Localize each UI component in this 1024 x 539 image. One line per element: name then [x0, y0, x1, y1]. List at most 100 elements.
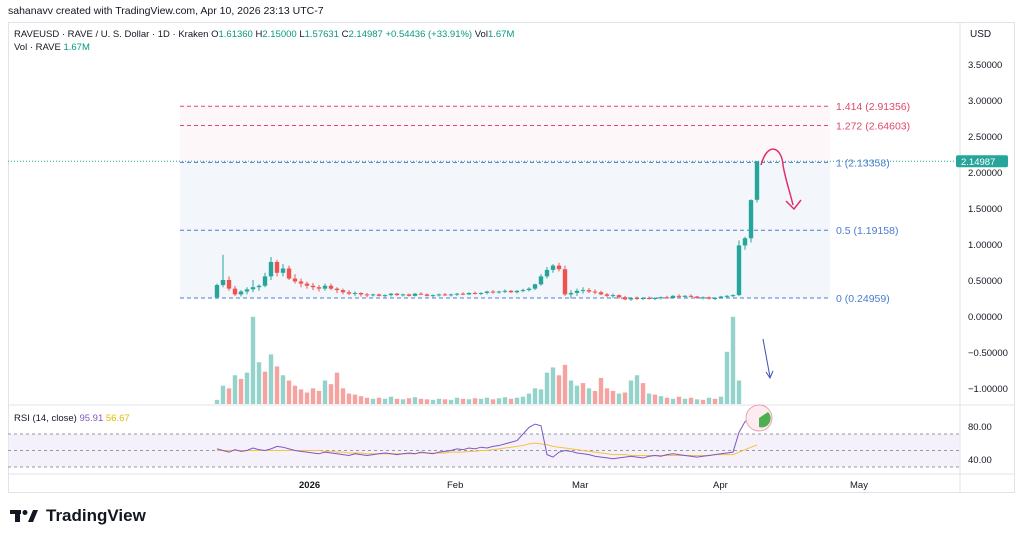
candle[interactable] — [520, 290, 526, 292]
candle[interactable] — [628, 298, 634, 300]
candle[interactable] — [310, 285, 316, 288]
volume-series-label[interactable]: Vol · RAVE — [14, 42, 61, 53]
symbol-legend[interactable]: RAVEUSD · RAVE / U. S. Dollar · 1D · Kra… — [14, 29, 514, 40]
candle[interactable] — [676, 295, 682, 297]
candle[interactable] — [442, 294, 448, 296]
candle[interactable] — [562, 269, 568, 295]
candle[interactable] — [568, 292, 574, 295]
candle[interactable] — [484, 291, 490, 293]
candle[interactable] — [412, 293, 418, 296]
candle[interactable] — [754, 161, 760, 200]
candle[interactable] — [466, 292, 472, 295]
candle[interactable] — [538, 276, 544, 285]
candle[interactable] — [304, 283, 310, 286]
candle[interactable] — [262, 276, 268, 286]
candle[interactable] — [598, 292, 604, 295]
candle[interactable] — [364, 294, 370, 296]
candle[interactable] — [526, 288, 532, 291]
candle[interactable] — [502, 290, 508, 292]
candle[interactable] — [688, 295, 694, 297]
candle[interactable] — [382, 295, 388, 297]
volume-bar — [484, 397, 490, 404]
candle[interactable] — [622, 297, 628, 300]
candle[interactable] — [220, 280, 226, 286]
rsi-legend[interactable]: RSI (14, close) 95.91 56.67 — [14, 413, 130, 424]
candle[interactable] — [250, 287, 256, 290]
candle[interactable] — [226, 280, 232, 289]
candle[interactable] — [508, 290, 514, 293]
candle[interactable] — [700, 297, 706, 299]
candle[interactable] — [346, 292, 352, 294]
candle[interactable] — [730, 295, 736, 297]
candle[interactable] — [514, 290, 520, 293]
candle[interactable] — [352, 292, 358, 294]
candle[interactable] — [328, 285, 334, 289]
candle[interactable] — [274, 262, 280, 273]
candle[interactable] — [358, 292, 364, 295]
candle[interactable] — [448, 294, 454, 296]
candle[interactable] — [268, 262, 274, 277]
candle[interactable] — [316, 287, 322, 289]
volume-legend[interactable]: Vol · RAVE 1.67M — [14, 42, 90, 53]
candle[interactable] — [592, 291, 598, 293]
candle[interactable] — [388, 293, 394, 296]
candle[interactable] — [394, 293, 400, 296]
candle[interactable] — [244, 289, 250, 292]
candle[interactable] — [646, 298, 652, 299]
candle[interactable] — [652, 298, 658, 299]
candle[interactable] — [670, 295, 676, 298]
candle[interactable] — [550, 265, 556, 270]
candle[interactable] — [418, 293, 424, 295]
candle[interactable] — [658, 297, 664, 299]
candle[interactable] — [724, 295, 730, 297]
candle[interactable] — [430, 295, 436, 297]
candle[interactable] — [682, 295, 688, 297]
tradingview-brand[interactable]: TradingView — [10, 505, 146, 527]
candle[interactable] — [400, 294, 406, 296]
candle[interactable] — [718, 296, 724, 298]
candle[interactable] — [634, 298, 640, 299]
candle[interactable] — [610, 295, 616, 297]
candle[interactable] — [334, 288, 340, 291]
candle[interactable] — [472, 292, 478, 294]
candle[interactable] — [340, 290, 346, 293]
candle[interactable] — [664, 297, 670, 299]
candle[interactable] — [712, 298, 718, 299]
candle[interactable] — [232, 288, 238, 295]
candle[interactable] — [748, 200, 754, 239]
candle[interactable] — [478, 292, 484, 294]
candle[interactable] — [406, 294, 412, 296]
rsi-label[interactable]: RSI (14, close) — [14, 413, 77, 424]
candle[interactable] — [532, 284, 538, 289]
candle[interactable] — [214, 285, 220, 298]
candle[interactable] — [370, 294, 376, 296]
candle[interactable] — [604, 294, 610, 296]
candle[interactable] — [436, 294, 442, 296]
candle[interactable] — [424, 294, 430, 296]
candle[interactable] — [586, 290, 592, 292]
candle[interactable] — [292, 278, 298, 282]
candle[interactable] — [286, 268, 292, 279]
candle[interactable] — [298, 281, 304, 284]
candle[interactable] — [616, 295, 622, 298]
candle[interactable] — [454, 293, 460, 295]
candle[interactable] — [556, 265, 562, 270]
candle[interactable] — [238, 291, 244, 295]
candle[interactable] — [256, 285, 262, 288]
candle[interactable] — [694, 296, 700, 298]
candle[interactable] — [640, 298, 646, 299]
candle[interactable] — [322, 285, 328, 289]
candle[interactable] — [460, 293, 466, 295]
symbol-name[interactable]: RAVEUSD · RAVE / U. S. Dollar · 1D · Kra… — [14, 29, 209, 40]
candle[interactable] — [544, 269, 550, 277]
candle[interactable] — [574, 290, 580, 293]
candle[interactable] — [742, 238, 748, 246]
candle[interactable] — [496, 291, 502, 293]
candle[interactable] — [580, 290, 586, 292]
candle[interactable] — [490, 291, 496, 293]
candle[interactable] — [706, 297, 712, 299]
candle[interactable] — [376, 294, 382, 296]
candle[interactable] — [280, 268, 286, 273]
candle[interactable] — [736, 245, 742, 296]
